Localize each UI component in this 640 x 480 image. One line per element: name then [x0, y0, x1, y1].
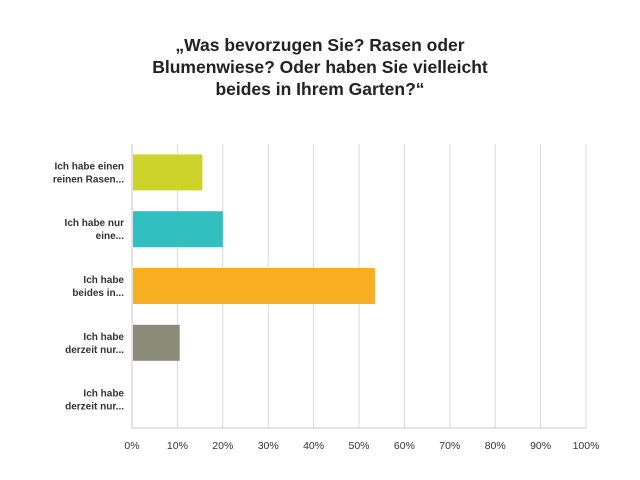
y-category-label-line: Ich habe nur [65, 218, 125, 229]
x-tick-label: 90% [530, 440, 551, 452]
y-category-label: Ich habe beides in... [72, 275, 124, 299]
y-category-label-line: eine... [96, 231, 125, 242]
x-tick-label: 30% [258, 440, 279, 452]
y-category-label-line: Ich habe [83, 275, 124, 286]
x-tick-label: 70% [439, 440, 460, 452]
y-category-label-line: derzeit nur... [65, 402, 124, 413]
y-category-label-line: beides in... [72, 288, 124, 299]
bar [133, 324, 180, 361]
chart-title: „Was bevorzugen Sie? Rasen oder Blumenwi… [120, 34, 520, 100]
x-tick-label: 80% [485, 440, 506, 452]
x-tick-label: 0% [124, 440, 139, 452]
x-tick-label: 100% [573, 440, 600, 452]
y-category-label: Ich habe derzeit nur... [65, 332, 124, 356]
bar [133, 268, 375, 304]
chart-title-line-2: Blumenwiese? Oder haben Sie vielleicht [152, 57, 488, 77]
x-tick-label: 50% [348, 440, 369, 452]
y-category-label: Ich habe nur eine... [65, 218, 125, 242]
y-category-label: Ich habe einen reinen Rasen... [53, 161, 124, 185]
chart-title-line-3: beides in Ihrem Garten?“ [215, 79, 425, 99]
bar [133, 211, 223, 248]
y-category-label-line: derzeit nur... [65, 345, 124, 356]
x-tick-label: 10% [167, 440, 188, 452]
bar [133, 154, 203, 191]
x-tick-label: 20% [212, 440, 233, 452]
x-tick-label: 60% [394, 440, 415, 452]
chart-title-line-1: „Was bevorzugen Sie? Rasen oder [175, 35, 465, 55]
y-category-label-line: Ich habe [83, 332, 124, 343]
y-category-label-line: Ich habe [83, 389, 124, 400]
y-category-label-line: reinen Rasen... [53, 174, 124, 185]
y-category-label: Ich habe derzeit nur... [65, 389, 124, 413]
y-category-label-line: Ich habe einen [55, 161, 124, 172]
x-tick-label: 40% [303, 440, 324, 452]
